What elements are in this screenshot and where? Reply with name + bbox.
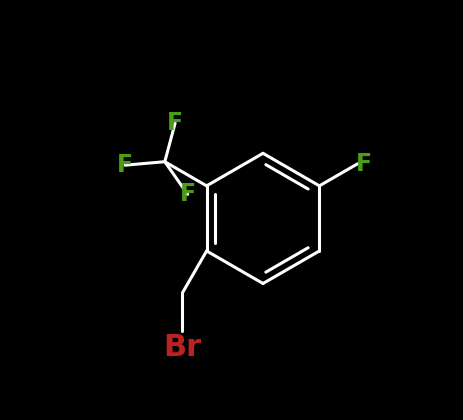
Text: Br: Br xyxy=(163,333,201,362)
Text: F: F xyxy=(356,152,372,176)
Text: F: F xyxy=(117,153,133,177)
Text: F: F xyxy=(180,182,196,206)
Text: F: F xyxy=(167,111,183,135)
